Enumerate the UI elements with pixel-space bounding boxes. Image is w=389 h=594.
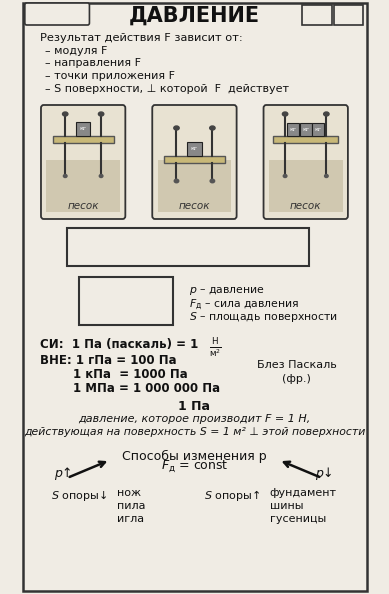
Text: фундамент
шины
гусеницы: фундамент шины гусеницы (270, 488, 337, 525)
Text: кг: кг (191, 147, 198, 151)
Text: Результат действия F зависит от:: Результат действия F зависит от: (40, 33, 243, 43)
Text: $F_{\rm д}$ = const: $F_{\rm д}$ = const (161, 458, 228, 474)
Text: Способы изменения p: Способы изменения p (122, 450, 267, 463)
Bar (187, 142, 202, 156)
FancyBboxPatch shape (25, 3, 89, 25)
Ellipse shape (210, 179, 215, 183)
Text: §33: §33 (307, 13, 327, 23)
Text: – точки приложения F: – точки приложения F (46, 71, 175, 81)
Text: песок: песок (67, 201, 99, 211)
Text: ОК-7.21: ОК-7.21 (36, 10, 78, 20)
Text: ПЛОЩАДЬ: ПЛОЩАДЬ (191, 249, 275, 263)
Text: $p$↓: $p$↓ (315, 466, 333, 482)
Text: кг: кг (79, 127, 87, 131)
Text: 1 кПа  = 1000 Па: 1 кПа = 1000 Па (40, 368, 188, 381)
Text: давление, которое производит F = 1 Н,: давление, которое производит F = 1 Н, (78, 414, 310, 424)
Ellipse shape (324, 175, 328, 178)
Text: $\frac{\rm Н}{\rm м^2}$: $\frac{\rm Н}{\rm м^2}$ (209, 337, 222, 361)
Text: §34: §34 (338, 13, 358, 23)
FancyBboxPatch shape (263, 105, 348, 219)
Text: Блез Паскаль
(фр.): Блез Паскаль (фр.) (257, 360, 336, 384)
Ellipse shape (99, 175, 103, 178)
Bar (76, 122, 90, 136)
Text: СИ:  1 Па (паскаль) = 1: СИ: 1 Па (паскаль) = 1 (40, 338, 198, 351)
Text: – направления F: – направления F (46, 58, 142, 68)
Text: ДАВЛЕНИЕ =: ДАВЛЕНИЕ = (78, 241, 177, 254)
Text: СИЛА: СИЛА (212, 232, 254, 245)
Ellipse shape (174, 179, 179, 183)
Bar (158, 160, 231, 212)
Ellipse shape (210, 126, 215, 130)
Text: $S$ – площадь поверхности: $S$ – площадь поверхности (189, 310, 338, 324)
Bar (269, 160, 343, 212)
Text: нож
пила
игла: нож пила игла (117, 488, 146, 525)
Ellipse shape (174, 126, 179, 130)
Bar (46, 160, 120, 212)
Bar (333, 5, 363, 25)
Bar (302, 5, 332, 25)
Text: $S$: $S$ (142, 304, 152, 320)
Bar (300, 123, 312, 136)
Text: кг: кг (302, 127, 309, 132)
Text: $p$↑: $p$↑ (54, 466, 72, 482)
FancyBboxPatch shape (152, 105, 237, 219)
Text: ВНЕ: 1 гПа = 100 Па: ВНЕ: 1 гПа = 100 Па (40, 354, 177, 367)
Text: $S$ опоры↑: $S$ опоры↑ (204, 488, 261, 503)
Ellipse shape (324, 112, 329, 116)
Bar (67, 228, 309, 266)
Text: ДАВЛЕНИЕ: ДАВЛЕНИЕ (129, 6, 260, 26)
Text: $F_{\rm д}$ – сила давления: $F_{\rm д}$ – сила давления (189, 297, 300, 312)
Ellipse shape (63, 175, 67, 178)
Text: $p \approx$: $p \approx$ (88, 294, 114, 310)
Bar (79, 277, 173, 325)
Bar (312, 123, 324, 136)
Ellipse shape (282, 112, 288, 116)
Text: песок: песок (290, 201, 321, 211)
Text: действующая на поверхность S = 1 м² ⊥ этой поверхности: действующая на поверхность S = 1 м² ⊥ эт… (24, 427, 365, 437)
Ellipse shape (63, 112, 68, 116)
Bar (273, 136, 338, 143)
FancyBboxPatch shape (41, 105, 125, 219)
Bar (164, 156, 225, 163)
Text: $p$ – давление: $p$ – давление (189, 285, 265, 297)
Text: $S$ опоры↓: $S$ опоры↓ (51, 488, 107, 503)
Bar (53, 136, 114, 143)
Ellipse shape (283, 175, 287, 178)
Text: – S поверхности, ⊥ которой  F  действует: – S поверхности, ⊥ которой F действует (46, 84, 289, 93)
Text: 1 МПа = 1 000 000 Па: 1 МПа = 1 000 000 Па (40, 382, 220, 395)
Text: кг: кг (315, 127, 322, 132)
Bar (287, 123, 299, 136)
Text: песок: песок (179, 201, 210, 211)
Text: кг: кг (289, 127, 297, 132)
Text: 1 Па: 1 Па (179, 400, 210, 413)
Text: $F_{\rm д}$: $F_{\rm д}$ (138, 281, 155, 301)
Ellipse shape (98, 112, 104, 116)
Text: – модуля F: – модуля F (46, 46, 108, 56)
